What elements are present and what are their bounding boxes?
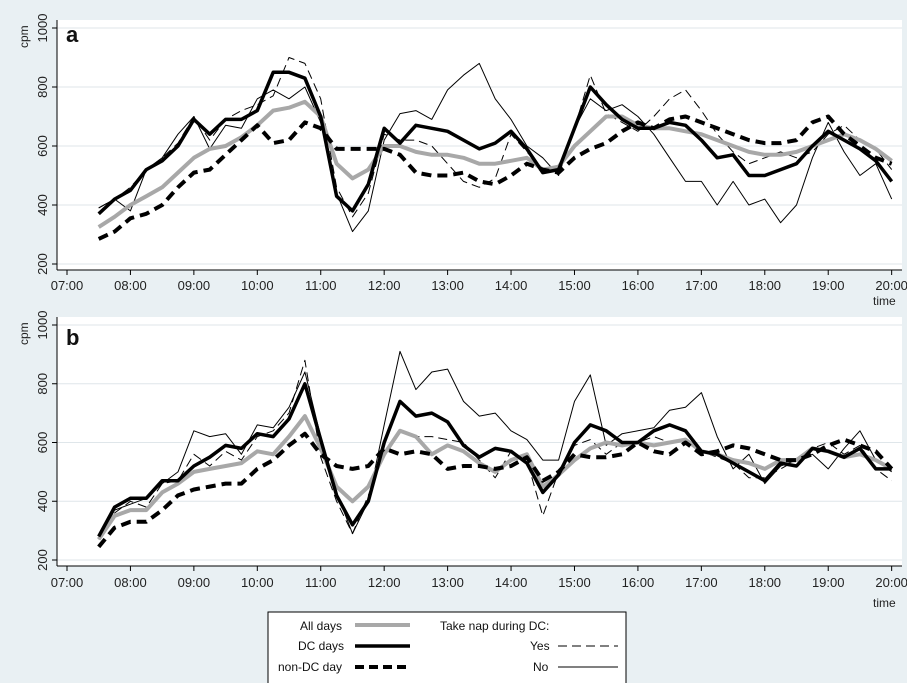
panel-b-xtick-label-9: 16:00 [622, 575, 655, 590]
panel-b-series-all-days [97, 414, 893, 541]
panel-a-xtick-label-7: 14:00 [495, 278, 528, 293]
panel-b-ylabel: cpm [17, 322, 31, 345]
panel-a-x-ticks: 07:00 08:00 09:00 10:00 11:00 12:00 13:00 14:00… [51, 270, 907, 293]
panel-b: 200 400 600 800 1000 07:00 08:00 09:00 10:00 11:… [17, 311, 907, 610]
panel-a-series-dc-days [97, 70, 894, 216]
panel-a-xtick-label-3: 10:00 [241, 278, 274, 293]
panel-b-xtick-label-0: 07:00 [51, 575, 84, 590]
panel-a-series [97, 57, 894, 241]
panel-b-xtick-label-5: 12:00 [368, 575, 401, 590]
panel-a-ytick-label-600: 600 [35, 135, 50, 157]
panel-b-ytick-label-800: 800 [35, 373, 50, 395]
panel-a-xtick-label-11: 18:00 [749, 278, 782, 293]
panel-a-ytick-label-400: 400 [35, 194, 50, 216]
panel-a-xtick-label-8: 15:00 [558, 278, 591, 293]
panel-b-xtick-label-12: 19:00 [812, 575, 845, 590]
panel-b-xtick-label-13: 20:00 [875, 575, 907, 590]
panel-b-xtick-label-10: 17:00 [685, 575, 718, 590]
panel-a-xtick-label-5: 12:00 [368, 278, 401, 293]
panel-b-ytick-label-1000: 1000 [35, 311, 50, 340]
panel-b-xtick-label-4: 11:00 [305, 575, 337, 590]
panel-b-plot-area [57, 317, 902, 566]
panel-b-series-non-dc-day [97, 431, 894, 549]
panel-a-ylabel: cpm [17, 25, 31, 48]
panel-a-series-non-dc-day [97, 114, 893, 241]
panel-b-xtick-label-7: 14:00 [495, 575, 528, 590]
panel-a: 200 400 600 800 1000 07:00 08:00 09:00 10:00 11:… [17, 14, 907, 308]
panel-a-xlabel: time [873, 294, 896, 308]
panel-b-xtick-label-6: 13:00 [431, 575, 464, 590]
panel-a-xtick-label-6: 13:00 [431, 278, 464, 293]
panel-a-y-ticks: 200 400 600 800 1000 [35, 14, 57, 275]
legend-label-yes: Yes [530, 639, 550, 653]
panel-b-y-ticks: 200 400 600 800 1000 [35, 311, 57, 571]
legend: All days DC days non-DC day Take nap dur… [267, 611, 627, 683]
legend-label-non-dc-day: non-DC day [278, 660, 342, 674]
panel-a-ytick-label-1000: 1000 [35, 14, 50, 43]
legend-label-all-days: All days [300, 619, 342, 633]
panel-a-letter: a [66, 22, 79, 47]
panel-b-xtick-label-8: 15:00 [558, 575, 591, 590]
panel-a-xtick-label-1: 08:00 [114, 278, 147, 293]
legend-label-dc-days: DC days [298, 639, 344, 653]
panel-b-xtick-label-3: 10:00 [241, 575, 274, 590]
panel-b-xtick-label-1: 08:00 [114, 575, 147, 590]
panel-a-xtick-label-13: 20:00 [875, 278, 907, 293]
panel-b-ytick-label-600: 600 [35, 432, 50, 454]
panel-b-x-ticks: 07:00 08:00 09:00 10:00 11:00 12:00 13:00 14:00… [51, 566, 907, 590]
panel-a-xtick-label-2: 09:00 [178, 278, 211, 293]
panel-a-series-no [98, 62, 893, 233]
legend-label-no: No [533, 660, 549, 674]
panel-b-ytick-label-400: 400 [35, 490, 50, 512]
panel-b-xlabel: time [873, 596, 896, 610]
panel-b-xtick-label-2: 09:00 [178, 575, 211, 590]
panel-a-gridlines [57, 27, 902, 265]
panel-a-series-all-days [97, 99, 893, 229]
panel-a-xtick-label-4: 11:00 [305, 278, 337, 293]
panel-a-plot-area [57, 20, 902, 270]
panel-b-xtick-label-11: 18:00 [749, 575, 782, 590]
panel-a-xtick-label-9: 16:00 [622, 278, 655, 293]
legend-label-take-nap: Take nap during DC: [440, 619, 549, 633]
panel-b-series-dc-days [97, 382, 892, 538]
panel-b-letter: b [66, 325, 79, 350]
panel-a-xtick-label-0: 07:00 [51, 278, 84, 293]
panel-b-gridlines [57, 324, 902, 561]
panel-a-ytick-label-800: 800 [35, 76, 50, 98]
panel-b-ytick-label-200: 200 [35, 549, 50, 571]
legend-box [267, 611, 627, 683]
panel-a-ytick-label-200: 200 [35, 253, 50, 275]
panel-b-series-no [98, 350, 892, 540]
panel-a-xtick-label-12: 19:00 [812, 278, 845, 293]
panel-a-xtick-label-10: 17:00 [685, 278, 718, 293]
panel-b-series [97, 350, 894, 549]
